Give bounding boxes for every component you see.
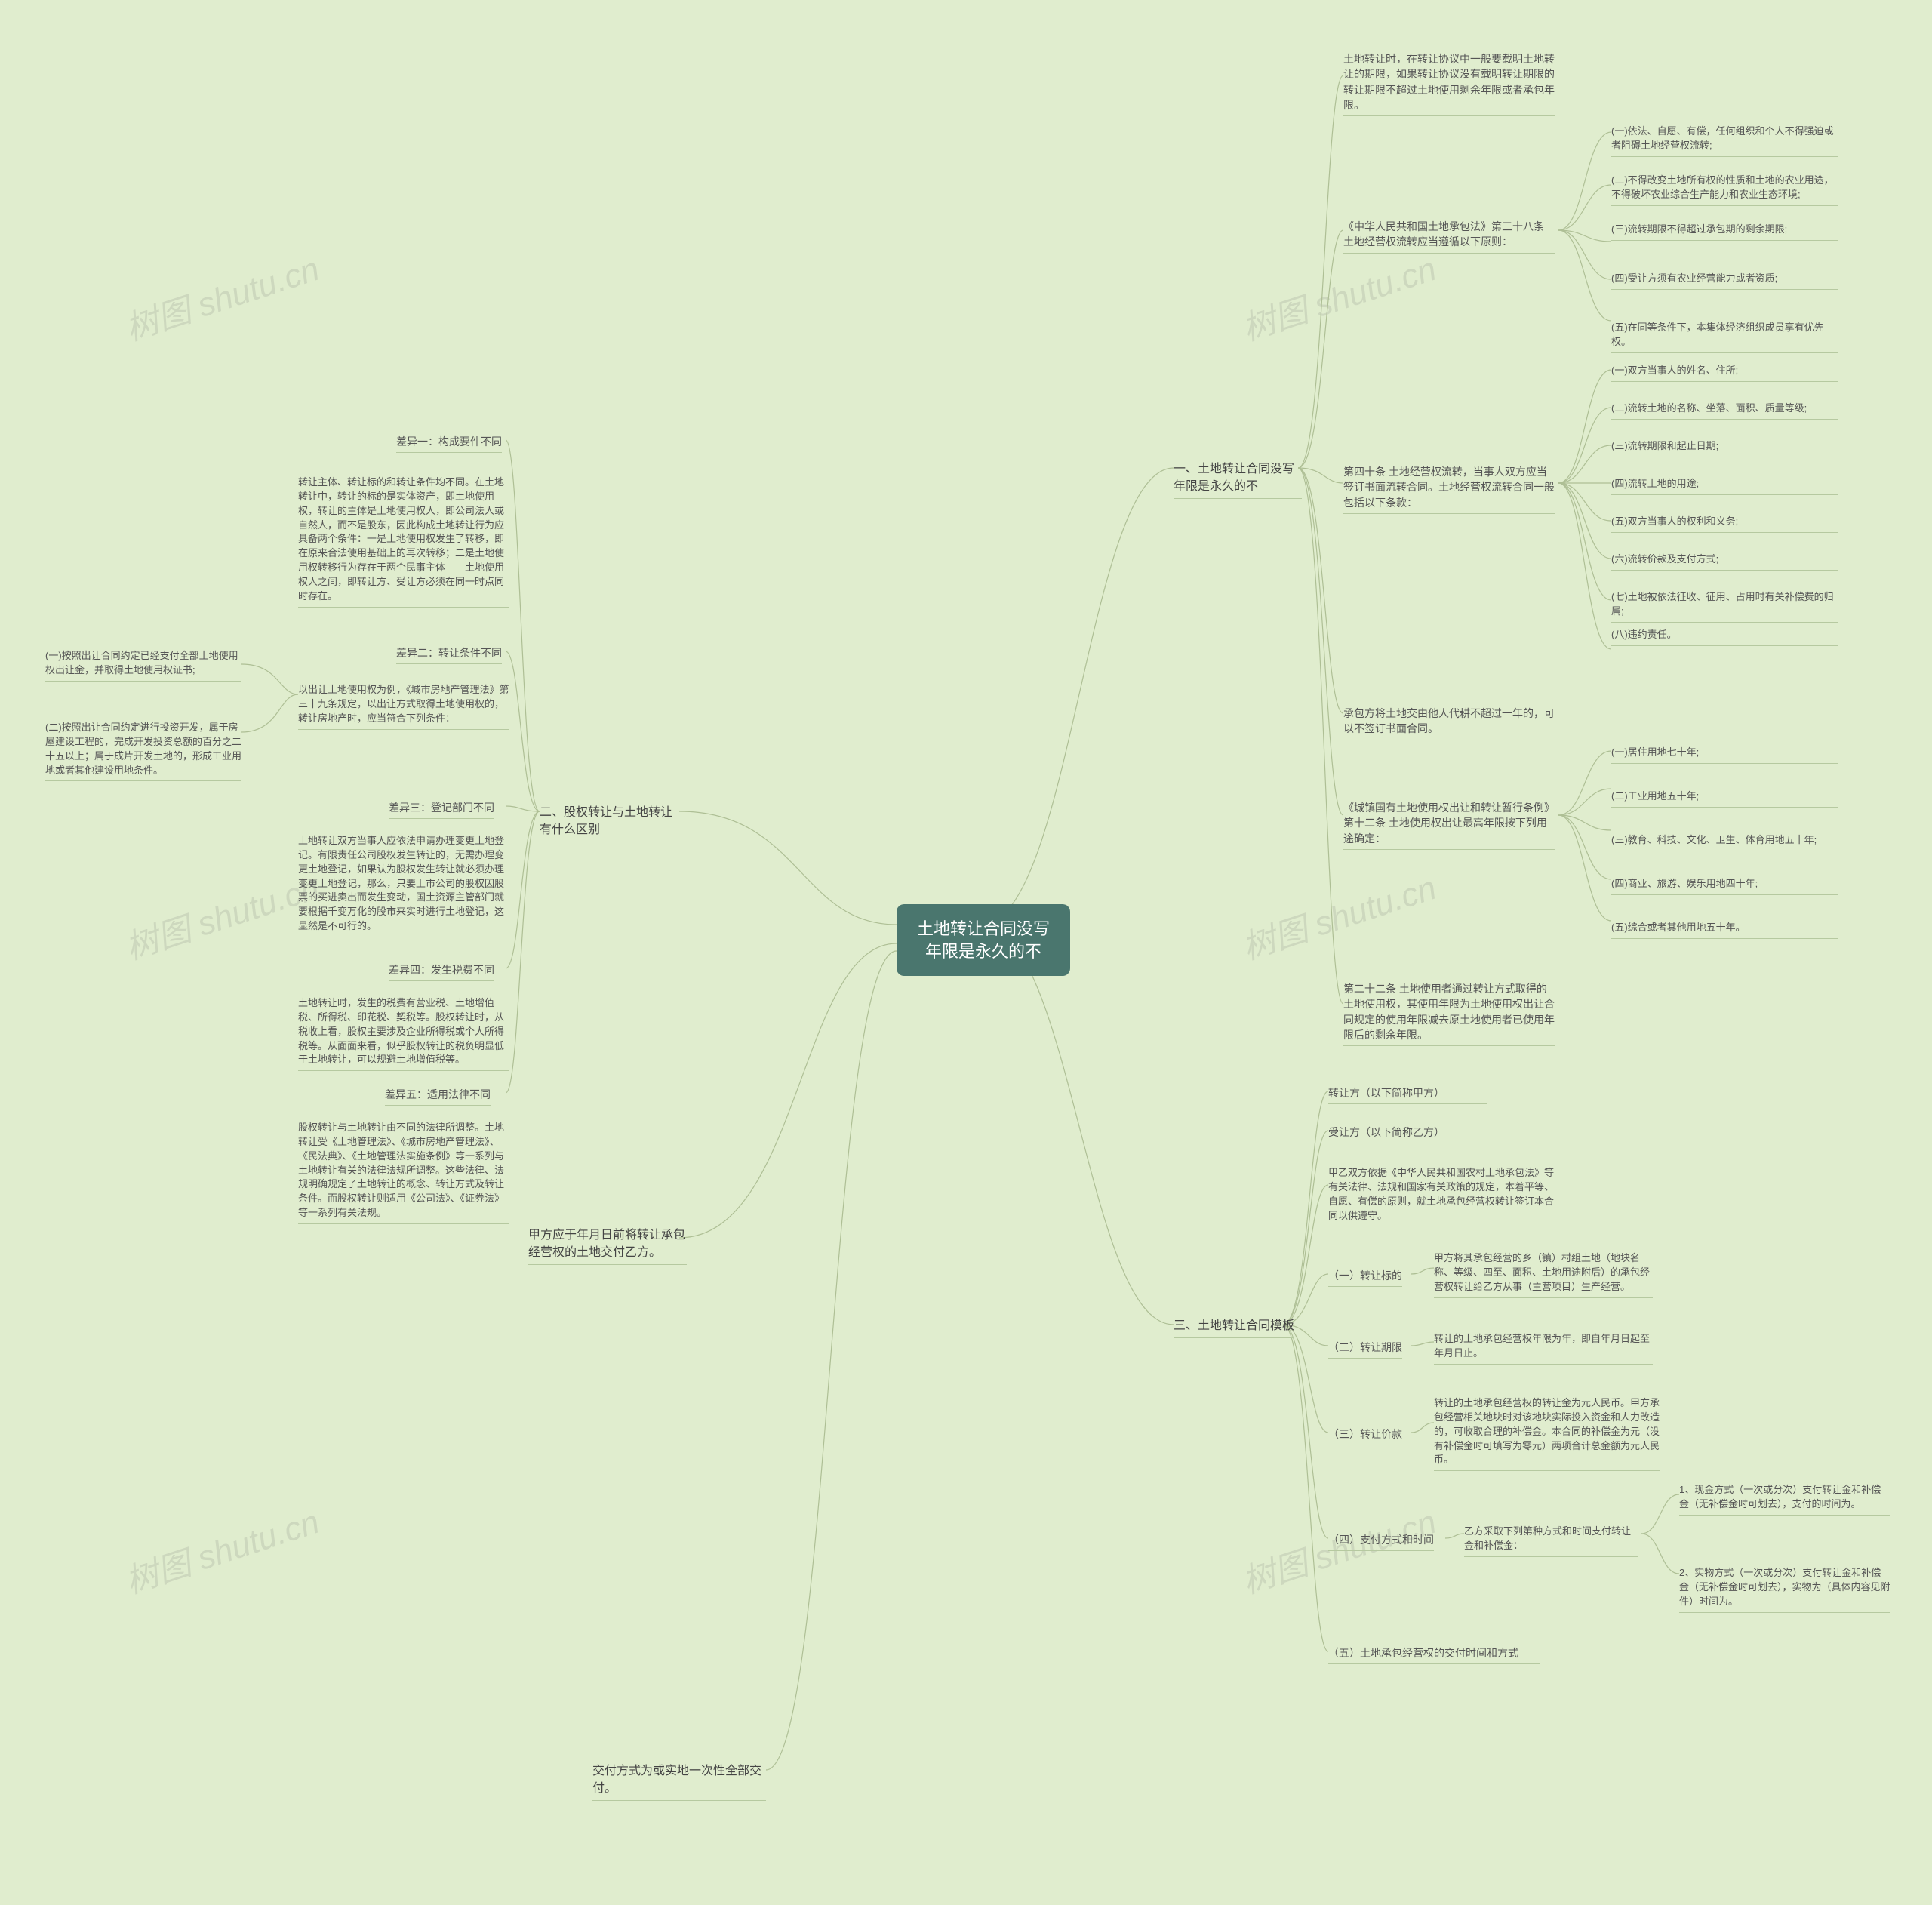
- r3-a[interactable]: 转让方（以下简称甲方）: [1328, 1085, 1487, 1104]
- d5-label[interactable]: 差异五：适用法律不同: [385, 1087, 491, 1106]
- r1-law38[interactable]: 《中华人民共和国土地承包法》第三十八条 土地经营权流转应当遵循以下原则：: [1343, 219, 1555, 254]
- law12-item-4[interactable]: (五)综合或者其他用地五十年。: [1611, 921, 1838, 939]
- law12-item-1[interactable]: (二)工业用地五十年;: [1611, 789, 1838, 808]
- r3-i2-label[interactable]: （二）转让期限: [1328, 1340, 1402, 1359]
- watermark: 树图 shutu.cn: [118, 1494, 325, 1602]
- law40-item-7[interactable]: (八)违约责任。: [1611, 628, 1838, 646]
- d2-label[interactable]: 差异二：转让条件不同: [396, 645, 502, 664]
- law38-item-2[interactable]: (三)流转期限不得超过承包期的剩余期限;: [1611, 223, 1838, 241]
- law40-item-4[interactable]: (五)双方当事人的权利和义务;: [1611, 515, 1838, 533]
- d4-body[interactable]: 土地转让时，发生的税费有营业税、土地增值税、所得税、印花税、契税等。股权转让时，…: [298, 996, 509, 1071]
- r1-intro[interactable]: 土地转让时，在转让协议中一般要载明土地转让的期限，如果转让协议没有载明转让期限的…: [1343, 51, 1555, 116]
- d2-body[interactable]: 以出让土地使用权为例，《城市房地产管理法》第三十九条规定，以出让方式取得土地使用…: [298, 683, 509, 730]
- watermark: 树图 shutu.cn: [118, 242, 325, 349]
- d3-body[interactable]: 土地转让双方当事人应依法申请办理变更土地登记。有限责任公司股权发生转让的，无需办…: [298, 834, 509, 937]
- branch-2[interactable]: 二、股权转让与土地转让有什么区别: [540, 804, 683, 842]
- d4-label[interactable]: 差异四：发生税费不同: [389, 962, 494, 981]
- law40-item-0[interactable]: (一)双方当事人的姓名、住所;: [1611, 364, 1838, 382]
- d5-body[interactable]: 股权转让与土地转让由不同的法律所调整。土地转让受《土地管理法》、《城市房地产管理…: [298, 1121, 509, 1224]
- watermark: 树图 shutu.cn: [118, 860, 325, 968]
- law40-item-2[interactable]: (三)流转期限和起止日期;: [1611, 439, 1838, 457]
- law40-item-6[interactable]: (七)土地被依法征收、征用、占用时有关补偿费的归属;: [1611, 590, 1838, 623]
- law38-item-3[interactable]: (四)受让方须有农业经营能力或者资质;: [1611, 272, 1838, 290]
- r1-sub1[interactable]: 承包方将土地交由他人代耕不超过一年的，可以不签订书面合同。: [1343, 706, 1555, 740]
- watermark: 树图 shutu.cn: [1235, 242, 1441, 349]
- mindmap-stage: 树图 shutu.cn 树图 shutu.cn 树图 shutu.cn 树图 shut…: [0, 0, 1932, 1905]
- r1-law40[interactable]: 第四十条 土地经营权流转，当事人双方应当签订书面流转合同。土地经营权流转合同一般…: [1343, 464, 1555, 514]
- branch-1[interactable]: 一、土地转让合同没写年限是永久的不: [1174, 460, 1302, 499]
- r3-i4-label[interactable]: （四）支付方式和时间: [1328, 1532, 1434, 1551]
- d2-item-0[interactable]: (一)按照出让合同约定已经支付全部土地使用权出让金，并取得土地使用权证书;: [45, 649, 242, 682]
- law40-item-1[interactable]: (二)流转土地的名称、坐落、面积、质量等级;: [1611, 402, 1838, 420]
- r3-i2-body[interactable]: 转让的土地承包经营权年限为年，即自年月日起至年月日止。: [1434, 1332, 1653, 1365]
- central-topic[interactable]: 土地转让合同没写年限是永久的不: [897, 904, 1070, 976]
- branch-left-4[interactable]: 甲方应于年月日前将转让承包经营权的土地交付乙方。: [528, 1226, 687, 1265]
- law12-item-2[interactable]: (三)教育、科技、文化、卫生、体育用地五十年;: [1611, 833, 1838, 851]
- law40-item-3[interactable]: (四)流转土地的用途;: [1611, 477, 1838, 495]
- law12-item-0[interactable]: (一)居住用地七十年;: [1611, 746, 1838, 764]
- d1-label[interactable]: 差异一：构成要件不同: [396, 434, 502, 453]
- i4-item-1[interactable]: 2、实物方式（一次或分次）支付转让金和补偿金（无补偿金时可划去），实物为（具体内…: [1679, 1566, 1890, 1613]
- branch-left-5[interactable]: 交付方式为或实地一次性全部交付。: [592, 1762, 766, 1801]
- law38-item-4[interactable]: (五)在同等条件下，本集体经济组织成员享有优先权。: [1611, 321, 1838, 353]
- r3-i5-label[interactable]: （五）土地承包经营权的交付时间和方式: [1328, 1645, 1540, 1664]
- law38-item-1[interactable]: (二)不得改变土地所有权的性质和土地的农业用途，不得破坏农业综合生产能力和农业生…: [1611, 174, 1838, 206]
- law12-item-3[interactable]: (四)商业、旅游、娱乐用地四十年;: [1611, 877, 1838, 895]
- r3-b[interactable]: 受让方（以下简称乙方）: [1328, 1125, 1487, 1143]
- law38-item-0[interactable]: (一)依法、自愿、有偿，任何组织和个人不得强迫或者阻碍土地经营权流转;: [1611, 125, 1838, 157]
- r1-sub2[interactable]: 第二十二条 土地使用者通过转让方式取得的土地使用权，其使用年限为土地使用权出让合…: [1343, 981, 1555, 1046]
- r3-i4-body[interactable]: 乙方采取下列第种方式和时间支付转让金和补偿金：: [1464, 1525, 1638, 1557]
- branch-3[interactable]: 三、土地转让合同模板: [1174, 1317, 1294, 1338]
- r3-i1-label[interactable]: （一）转让标的: [1328, 1268, 1402, 1287]
- r3-i3-body[interactable]: 转让的土地承包经营权的转让金为元人民币。甲方承包经营相关地块时对该地块实际投入资…: [1434, 1396, 1660, 1471]
- r1-law12[interactable]: 《城镇国有土地使用权出让和转让暂行条例》第十二条 土地使用权出让最高年限按下列用…: [1343, 800, 1555, 850]
- watermark: 树图 shutu.cn: [1235, 860, 1441, 968]
- d1-body[interactable]: 转让主体、转让标的和转让条件均不同。在土地转让中，转让的标的是实体资产，即土地使…: [298, 475, 509, 608]
- r3-c[interactable]: 甲乙双方依据《中华人民共和国农村土地承包法》等有关法律、法规和国家有关政策的规定…: [1328, 1166, 1555, 1226]
- d3-label[interactable]: 差异三：登记部门不同: [389, 800, 494, 819]
- r3-i1-body[interactable]: 甲方将其承包经营的乡（镇）村组土地（地块名称、等级、四至、面积、土地用途附后）的…: [1434, 1251, 1653, 1298]
- d2-item-1[interactable]: (二)按照出让合同约定进行投资开发，属于房屋建设工程的，完成开发投资总额的百分之…: [45, 721, 242, 781]
- i4-item-0[interactable]: 1、现金方式（一次或分次）支付转让金和补偿金（无补偿金时可划去），支付的时间为。: [1679, 1483, 1890, 1516]
- law40-item-5[interactable]: (六)流转价款及支付方式;: [1611, 552, 1838, 571]
- r3-i3-label[interactable]: （三）转让价款: [1328, 1426, 1402, 1445]
